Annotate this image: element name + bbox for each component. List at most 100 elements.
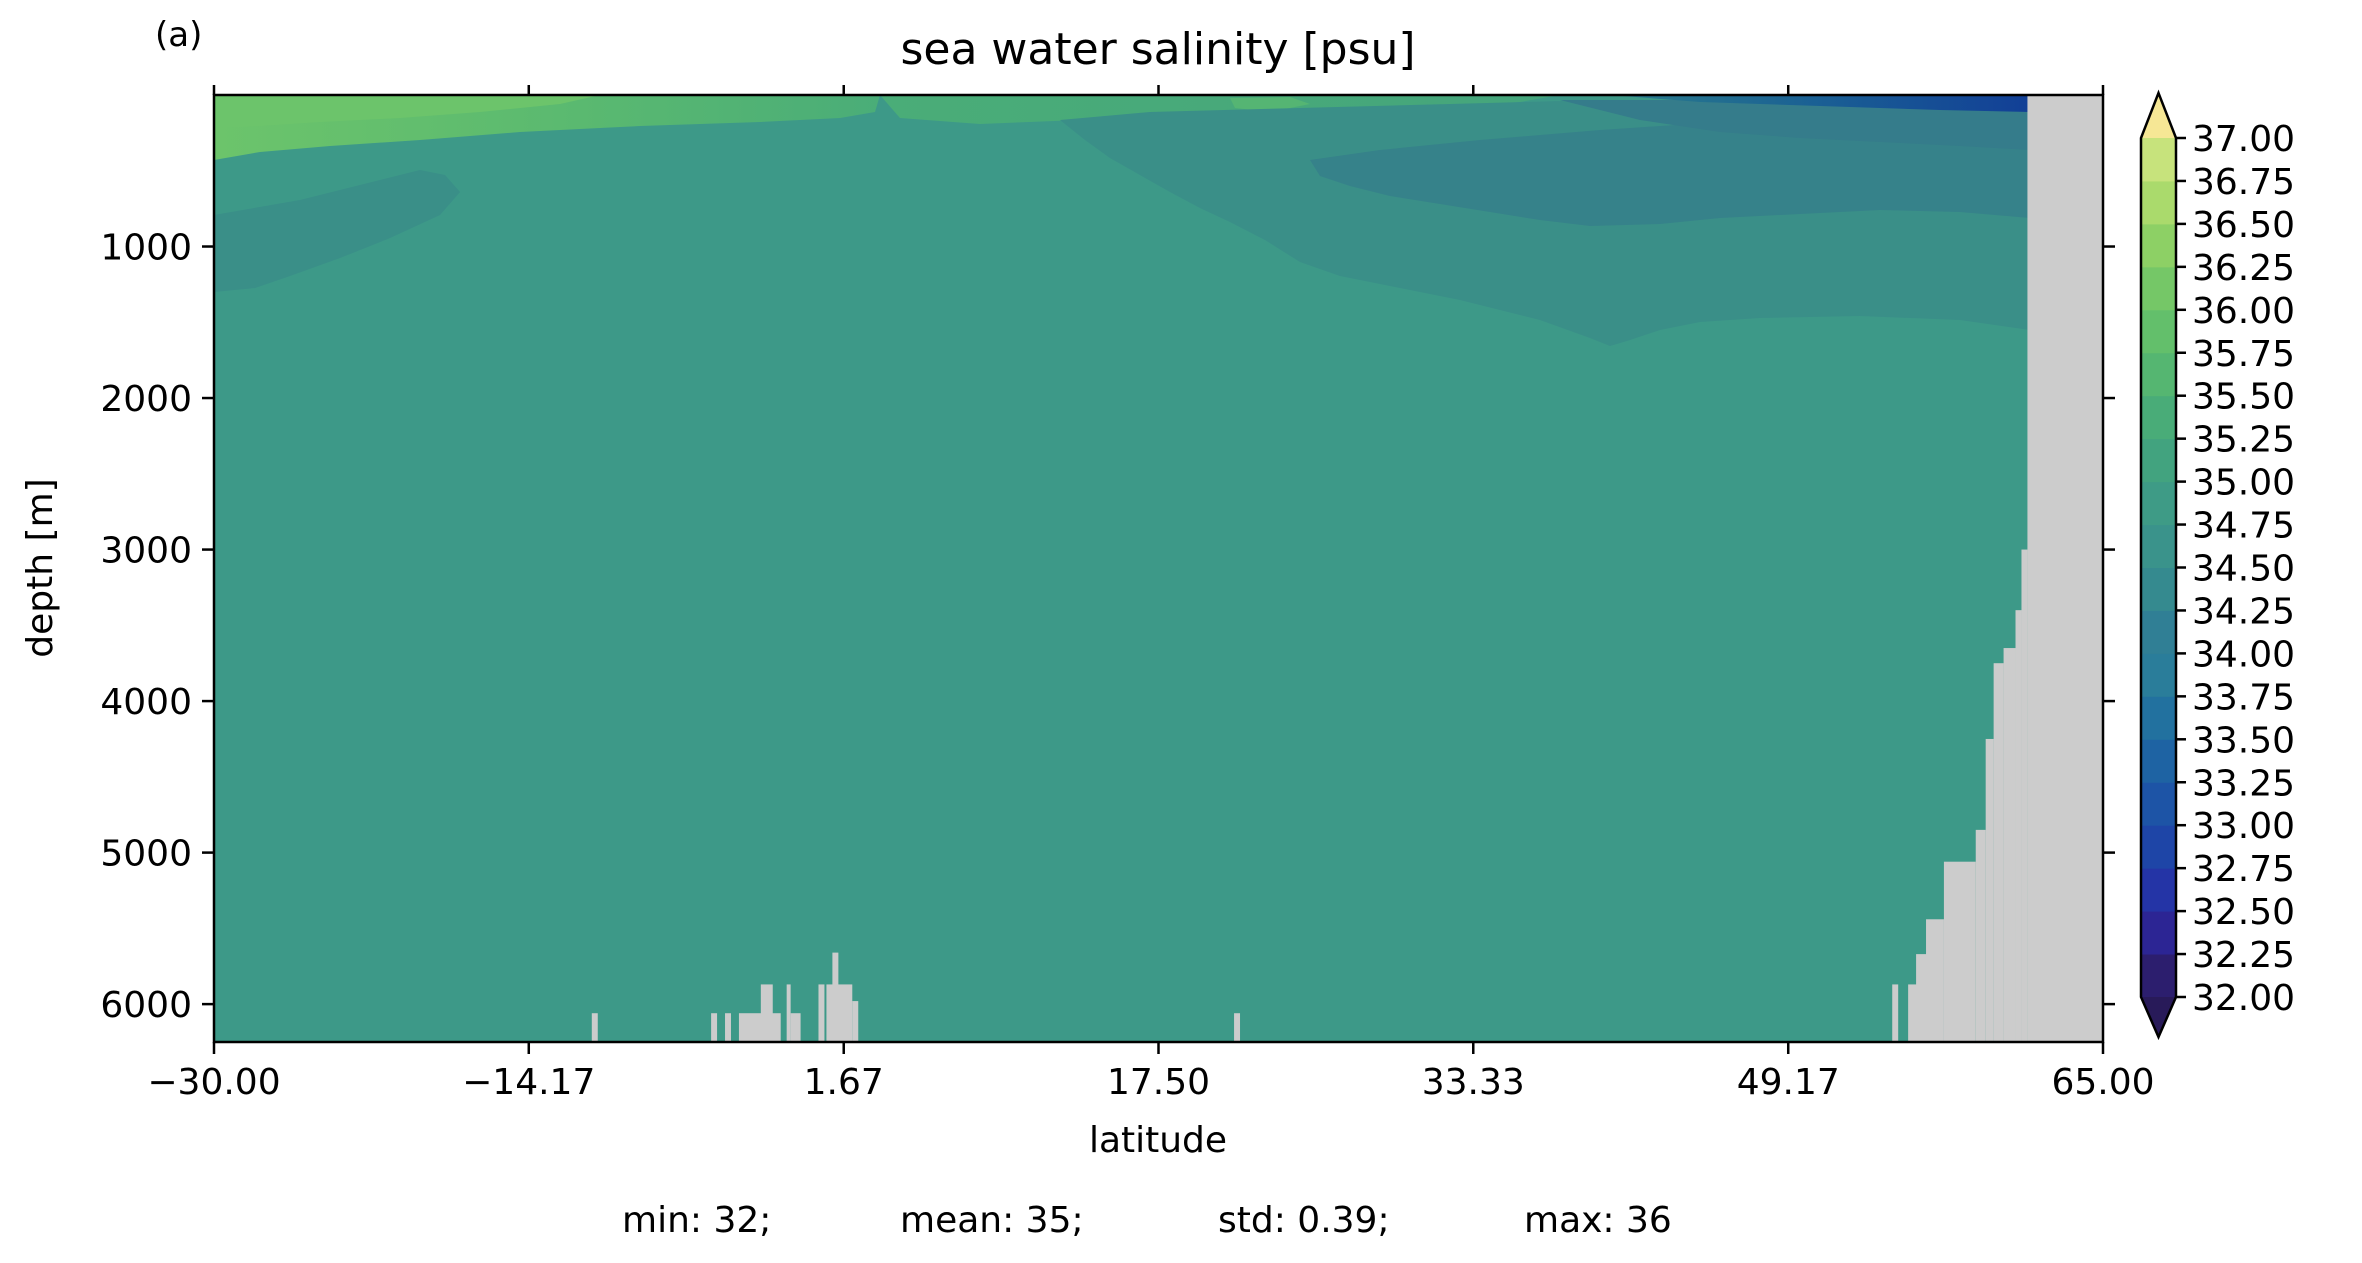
colorbar-tick-label-0: 32.00	[2192, 978, 2295, 1019]
y-axis-ticks: 1000 2000 3000 4000 5000 6000	[100, 228, 2115, 1026]
colorbar-band-18	[2141, 180, 2176, 225]
land-column-22	[2021, 549, 2028, 1042]
bathymetry-layer	[591, 95, 2103, 1042]
feature-surface-layer-central	[880, 95, 1560, 124]
colorbar-band-7	[2141, 652, 2176, 697]
y-tick-label-2: 3000	[100, 531, 192, 572]
colorbar-extend-high	[2141, 93, 2176, 138]
colorbar-tick-label-10: 34.50	[2192, 549, 2295, 590]
colorbar-band-15	[2141, 309, 2176, 354]
colorbar-tick-label-1: 32.25	[2192, 935, 2295, 976]
plot-area	[214, 95, 2103, 1042]
colorbar-band-5	[2141, 738, 2176, 783]
colorbar-tick-label-4: 33.00	[2192, 806, 2295, 847]
x-axis-label: latitude	[1089, 1120, 1227, 1161]
colorbar-tick-label-13: 35.25	[2192, 420, 2295, 461]
colorbar-band-12	[2141, 438, 2176, 483]
colorbar-tick-label-3: 32.75	[2192, 849, 2295, 890]
colorbar-band-1	[2141, 910, 2176, 955]
x-tick-label-4: 33.33	[1422, 1062, 1525, 1103]
land-column-5	[786, 984, 791, 1042]
stats-line: min: 32; mean: 35; std: 0.39; max: 36	[622, 1200, 1672, 1241]
stat-min: min: 32;	[622, 1200, 771, 1241]
colorbar-band-16	[2141, 266, 2176, 311]
colorbar-tick-label-19: 36.75	[2192, 162, 2295, 203]
land-column-15	[1926, 919, 1944, 1042]
land-column-11	[1234, 1013, 1241, 1042]
colorbar-tick-label-16: 36.00	[2192, 291, 2295, 332]
land-column-3	[738, 1013, 781, 1042]
y-tick-label-3: 4000	[100, 682, 192, 723]
colorbar-band-6	[2141, 695, 2176, 740]
colorbar-band-3	[2141, 824, 2176, 869]
land-column-10	[852, 1001, 859, 1042]
colorbar-band-13	[2141, 395, 2176, 440]
feature-mid-depth-low-salinity-south	[214, 170, 460, 292]
colorbar-band-9	[2141, 567, 2176, 611]
land-column-16	[1943, 861, 1976, 1042]
x-tick-label-0: −30.00	[147, 1062, 280, 1103]
x-tick-label-1: −14.17	[462, 1062, 595, 1103]
colorbar-tick-label-11: 34.75	[2192, 506, 2295, 547]
stat-mean: mean: 35;	[900, 1200, 1084, 1241]
colorbar-tick-label-17: 36.25	[2192, 248, 2295, 289]
land-column-20	[2003, 648, 2016, 1042]
colorbar-tick-label-18: 36.50	[2192, 205, 2295, 246]
land-column-4	[760, 984, 773, 1042]
land-column-14	[1916, 954, 1929, 1042]
land-column-1	[711, 1013, 718, 1042]
land-column-12	[1892, 984, 1899, 1042]
feature-surface-high-salinity-core	[214, 95, 600, 128]
colorbar-band-2	[2141, 867, 2176, 912]
x-tick-label-2: 1.67	[804, 1062, 884, 1103]
colorbar-tick-label-6: 33.50	[2192, 720, 2295, 761]
land-column-2	[725, 1013, 731, 1042]
colorbar-tick-label-9: 34.25	[2192, 591, 2295, 632]
land-column-0	[591, 1013, 598, 1042]
land-column-9	[832, 952, 839, 1042]
colorbar-band-10	[2141, 524, 2176, 568]
y-tick-label-5: 6000	[100, 985, 192, 1026]
colorbar-tick-label-15: 35.75	[2192, 334, 2295, 375]
colorbar-band-17	[2141, 223, 2176, 268]
land-column-7	[818, 984, 825, 1042]
colorbar-tick-label-12: 35.00	[2192, 463, 2295, 504]
feature-surface-high-salinity-patch	[1230, 97, 1310, 112]
colorbar-band-0	[2141, 953, 2176, 998]
colorbar-tick-label-5: 33.25	[2192, 763, 2295, 804]
y-axis-label: depth [m]	[20, 478, 61, 657]
stat-std: std: 0.39;	[1218, 1200, 1390, 1241]
x-axis-ticks: −30.00 −14.17 1.67 17.50 33.33 49.17 65.00	[147, 85, 2155, 1103]
y-tick-label-4: 5000	[100, 834, 192, 875]
x-tick-label-5: 49.17	[1737, 1062, 1840, 1103]
colorbar-tick-label-8: 34.00	[2192, 634, 2295, 675]
land-column-21	[2015, 610, 2022, 1042]
x-tick-label-3: 17.50	[1107, 1062, 1210, 1103]
x-tick-label-6: 65.00	[2051, 1062, 2154, 1103]
panel-label: (a)	[155, 15, 202, 55]
land-column-17	[1975, 829, 1986, 1042]
y-tick-label-1: 2000	[100, 379, 192, 420]
y-tick-label-0: 1000	[100, 228, 192, 269]
colorbar-band-19	[2141, 137, 2176, 182]
colorbar-tick-label-2: 32.50	[2192, 892, 2295, 933]
chart-title: sea water salinity [psu]	[900, 24, 1415, 75]
feature-upper-low-salinity-north	[1560, 100, 2030, 150]
colorbar-band-8	[2141, 609, 2176, 654]
feature-mid-depth-low-salinity-north-core	[1310, 116, 2030, 226]
colorbar-band-4	[2141, 781, 2176, 826]
land-column-19	[1993, 663, 2004, 1042]
land-column-8	[826, 984, 853, 1042]
colorbar-tick-label-14: 35.50	[2192, 377, 2295, 418]
land-column-6	[790, 1013, 801, 1042]
colorbar-band-14	[2141, 352, 2176, 397]
feature-surface-fresh-north	[1610, 95, 2030, 112]
colorbar-tick-label-7: 33.75	[2192, 677, 2295, 718]
land-column-23	[2027, 95, 2103, 1042]
land-column-18	[1985, 738, 1994, 1042]
colorbar-tick-label-20: 37.00	[2192, 119, 2295, 160]
stat-max: max: 36	[1524, 1200, 1672, 1241]
colorbar-band-11	[2141, 481, 2176, 526]
colorbar-extend-low	[2141, 997, 2176, 1037]
